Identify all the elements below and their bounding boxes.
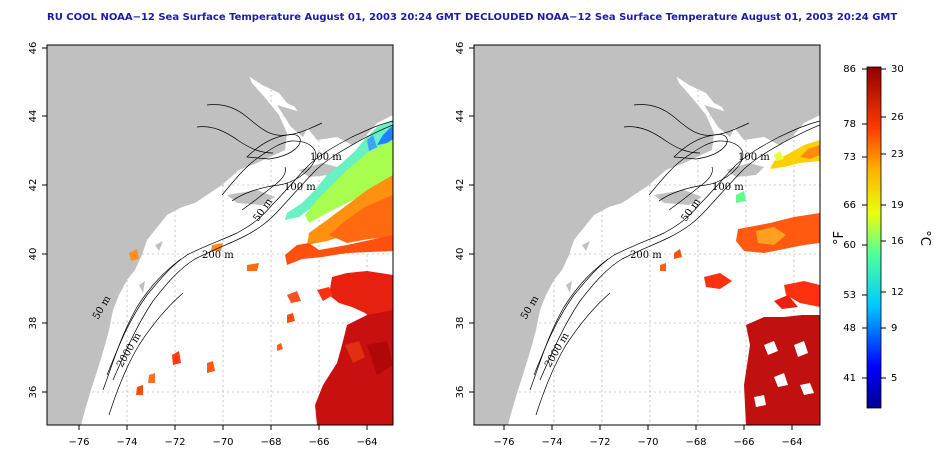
left-map-panel: −76 −74 −72 −70 −68 −66 −64 46 44 42 40 … — [28, 42, 394, 448]
lat-tick-46: 46 — [455, 42, 466, 55]
contour-label-100m-north: 100 m — [310, 152, 342, 163]
fahrenheit-tick: 86 — [843, 64, 856, 75]
celsius-tick: 5 — [891, 373, 897, 384]
colorbar-celsius-scale: 30 26 23 19 16 12 9 5 °C — [881, 64, 932, 384]
lat-tick-38: 38 — [28, 317, 39, 330]
lat-tick-42: 42 — [28, 179, 39, 192]
lon-tick-70: −70 — [212, 437, 233, 448]
lat-tick-42: 42 — [455, 179, 466, 192]
left-lon-axis: −76 −74 −72 −70 −68 −66 −64 — [68, 425, 378, 448]
contour-label-200m: 200 m — [202, 250, 234, 261]
lat-tick-36: 36 — [455, 386, 466, 399]
fahrenheit-tick: 60 — [843, 240, 856, 251]
lon-tick-68: −68 — [260, 437, 281, 448]
lon-tick-74: −74 — [116, 437, 137, 448]
lat-tick-38: 38 — [455, 317, 466, 330]
fahrenheit-tick: 48 — [843, 323, 856, 334]
celsius-tick: 26 — [891, 112, 904, 123]
contour-label-200m: 200 m — [630, 250, 662, 261]
lat-tick-40: 40 — [28, 248, 39, 261]
lon-tick-66: −66 — [308, 437, 329, 448]
lat-tick-40: 40 — [455, 248, 466, 261]
contour-label-100m-north: 100 m — [738, 152, 770, 163]
fahrenheit-tick: 53 — [843, 290, 856, 301]
celsius-unit-label: °C — [917, 230, 932, 246]
lon-tick-74: −74 — [541, 437, 562, 448]
right-panel-title: DECLOUDED NOAA−12 Sea Surface Temperatur… — [465, 12, 898, 23]
contour-label-100m-south: 100 m — [284, 182, 316, 193]
celsius-tick: 16 — [891, 236, 904, 247]
lon-tick-72: −72 — [589, 437, 610, 448]
celsius-tick: 30 — [891, 64, 904, 75]
celsius-tick: 9 — [891, 323, 897, 334]
lon-tick-64: −64 — [356, 437, 377, 448]
celsius-tick: 12 — [891, 287, 904, 298]
lon-tick-72: −72 — [164, 437, 185, 448]
celsius-tick: 19 — [891, 200, 904, 211]
celsius-tick: 23 — [891, 149, 904, 160]
lon-tick-64: −64 — [781, 437, 802, 448]
colorbar-gradient — [866, 66, 882, 409]
lat-tick-44: 44 — [455, 110, 466, 123]
right-map-panel: −76 −74 −72 −70 −68 −66 −64 46 44 42 40 … — [455, 42, 821, 448]
colorbar-fahrenheit-scale: 86 78 73 66 60 53 48 41 °F — [832, 64, 867, 384]
sst-field-left — [129, 120, 393, 425]
contour-label-100m-south: 100 m — [712, 182, 744, 193]
right-lon-axis: −76 −74 −72 −70 −68 −66 −64 — [493, 425, 803, 448]
lat-tick-44: 44 — [28, 110, 39, 123]
right-map-frame — [473, 44, 821, 426]
temperature-colorbar: 86 78 73 66 60 53 48 41 °F 30 26 23 19 1… — [832, 64, 932, 409]
lon-tick-66: −66 — [733, 437, 754, 448]
lat-tick-36: 36 — [28, 386, 39, 399]
fahrenheit-unit-label: °F — [832, 231, 847, 245]
sst-field-right — [660, 140, 820, 425]
left-map-frame — [46, 44, 394, 426]
fahrenheit-tick: 41 — [843, 373, 856, 384]
fahrenheit-tick: 73 — [843, 152, 856, 163]
lat-tick-46: 46 — [28, 42, 39, 55]
lon-tick-76: −76 — [493, 437, 514, 448]
fahrenheit-tick: 66 — [843, 200, 856, 211]
fahrenheit-tick: 78 — [843, 119, 856, 130]
lon-tick-76: −76 — [68, 437, 89, 448]
lon-tick-70: −70 — [637, 437, 658, 448]
left-lat-axis: 46 44 42 40 38 36 — [28, 42, 47, 399]
lon-tick-68: −68 — [685, 437, 706, 448]
right-lat-axis: 46 44 42 40 38 36 — [455, 42, 474, 399]
left-panel-title: RU COOL NOAA−12 Sea Surface Temperature … — [47, 12, 461, 23]
